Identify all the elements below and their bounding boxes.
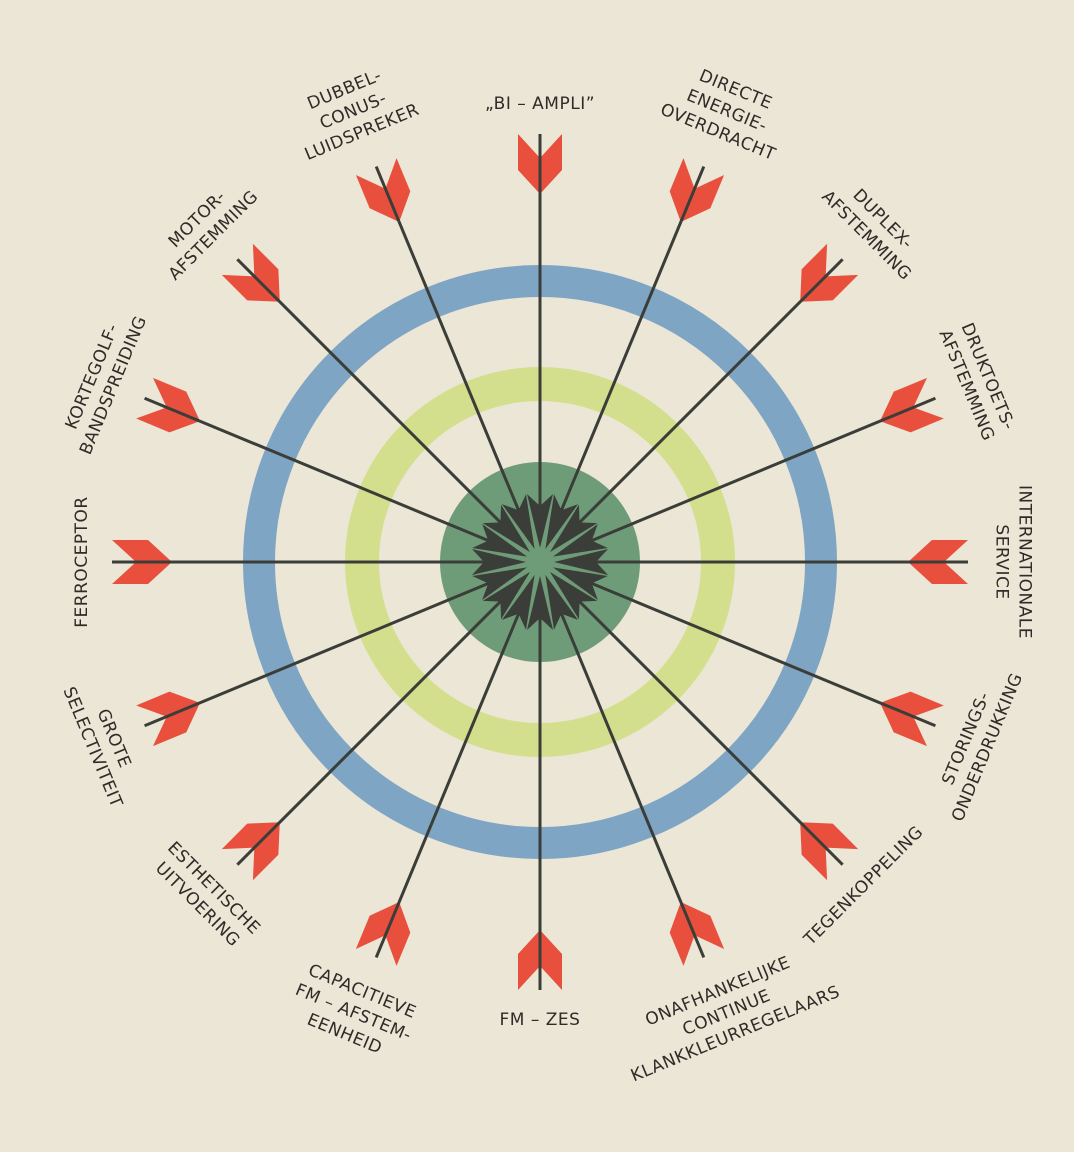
label-line: SERVICE: [992, 524, 1012, 599]
label: „BI – AMPLI”: [485, 94, 595, 114]
label-line: FM – ZES: [500, 1010, 581, 1030]
label-line: „BI – AMPLI”: [485, 94, 595, 114]
diagram: „BI – AMPLI”DIRECTEENERGIE-OVERDRACHTDUP…: [0, 0, 1074, 1152]
label: FERROCEPTOR: [72, 496, 92, 627]
label: FM – ZES: [500, 1010, 581, 1030]
label-line: FERROCEPTOR: [72, 496, 92, 627]
label-line: INTERNATIONALE: [1015, 485, 1035, 639]
